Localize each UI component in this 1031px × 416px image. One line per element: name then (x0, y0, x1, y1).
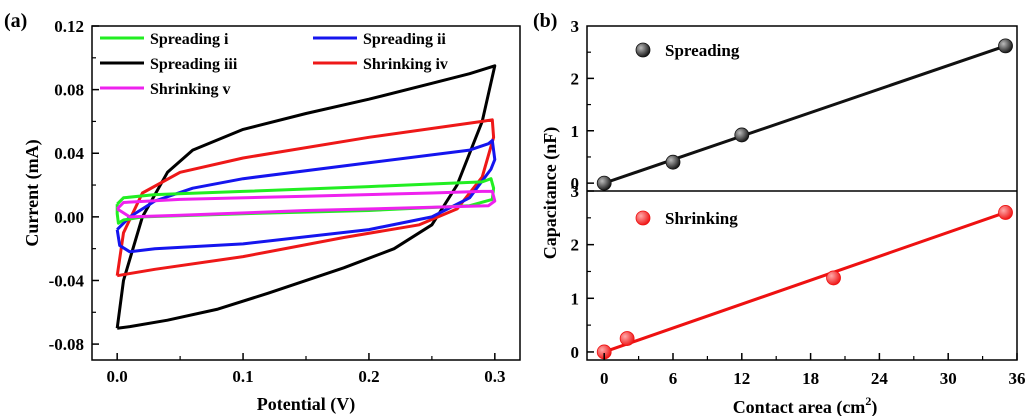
x-tick-label: 36 (1009, 369, 1026, 388)
panel-b-xlabel-tail: ) (871, 397, 877, 416)
x-tick-label: 0.2 (358, 367, 379, 386)
x-tick-label: 0.0 (107, 367, 128, 386)
x-tick-label: 12 (733, 369, 750, 388)
legend-marker-spreading (635, 42, 651, 58)
legend-label: Spreading ii (363, 31, 446, 48)
series-line-shrinking-v (116, 189, 497, 219)
legend-label: Shrinking v (150, 81, 230, 98)
legend-label: Shrinking iv (363, 56, 448, 73)
x-tick-label: 0 (600, 369, 609, 388)
series-line-spreading-ii (115, 139, 497, 254)
series-line-spreading-iii (115, 64, 497, 330)
panel-b-plot: Spreading Shrinking (596, 38, 1013, 360)
legend-marker-shrinking (635, 210, 651, 226)
panel-a-xlabel: Potential (V) (257, 394, 355, 415)
y-tick-label: -0.08 (49, 335, 84, 354)
fit-line-spreading (603, 44, 1007, 185)
y-tick-label: -0.04 (49, 271, 85, 290)
y-tick-label: 3 (571, 17, 580, 36)
data-point-spreading (998, 38, 1013, 54)
data-point-spreading (734, 127, 750, 143)
panel-b-frame (586, 25, 1018, 361)
y-tick-label: 1 (571, 122, 580, 141)
data-point-shrinking (998, 205, 1013, 220)
legend-label-shrinking: Shrinking (665, 209, 738, 228)
y-tick-label: 0.04 (54, 144, 84, 163)
x-tick-label: 0.1 (232, 367, 253, 386)
series-line-shrinking-iv (115, 118, 496, 278)
panel-a-ylabel: Current (mA) (22, 139, 43, 246)
y-tick-label: 2 (571, 236, 580, 255)
panel-a-legend: Spreading i Spreading ii Spreading iii Shri… (100, 31, 448, 98)
panel-b-xlabel-sup: 2 (865, 394, 871, 408)
panel-b-ylabel: Capacitance (nF) (540, 127, 561, 259)
data-point-shrinking (826, 270, 841, 286)
y-tick-label: 1 (571, 289, 580, 308)
panel-a-ticks: 0.0 0.1 0.2 0.3 -0.08 -0.04 0.00 0.04 0.08 0.12 (49, 17, 506, 386)
data-point-spreading (665, 154, 681, 170)
panel-b-xlabel: Contact area (cm2) (733, 394, 878, 416)
data-point-spreading (596, 175, 612, 191)
y-tick-label: 0.00 (54, 208, 84, 227)
panel-a: (a) 0.0 0.1 0.2 0.3-0.08-0.040.000.040.080.… (4, 10, 521, 415)
legend-label: Spreading iii (150, 56, 238, 73)
y-tick-label: 0.12 (54, 17, 84, 36)
panel-b-xlabel-main: Contact area (cm (733, 397, 866, 416)
fit-line-shrinking (603, 211, 1007, 354)
y-tick-label: 2 (571, 69, 580, 88)
legend-label: Spreading i (150, 31, 229, 48)
x-tick-label: 24 (871, 369, 889, 388)
y-tick-label: 0 (571, 174, 580, 193)
panel-a-series (115, 64, 497, 330)
data-point-shrinking (619, 331, 635, 346)
x-tick-label: 6 (669, 369, 678, 388)
y-tick-label: 0 (571, 343, 580, 362)
y-tick-label: 3 (571, 182, 580, 201)
panel-a-label: (a) (4, 10, 27, 32)
panel-b-label: (b) (533, 10, 557, 32)
x-tick-label: 18 (802, 369, 819, 388)
x-tick-label: 30 (940, 369, 957, 388)
y-tick-label: 0.08 (54, 81, 84, 100)
legend-label-spreading: Spreading (665, 41, 740, 60)
series-line-spreading-i (115, 177, 496, 225)
x-tick-label: 0.3 (484, 367, 505, 386)
